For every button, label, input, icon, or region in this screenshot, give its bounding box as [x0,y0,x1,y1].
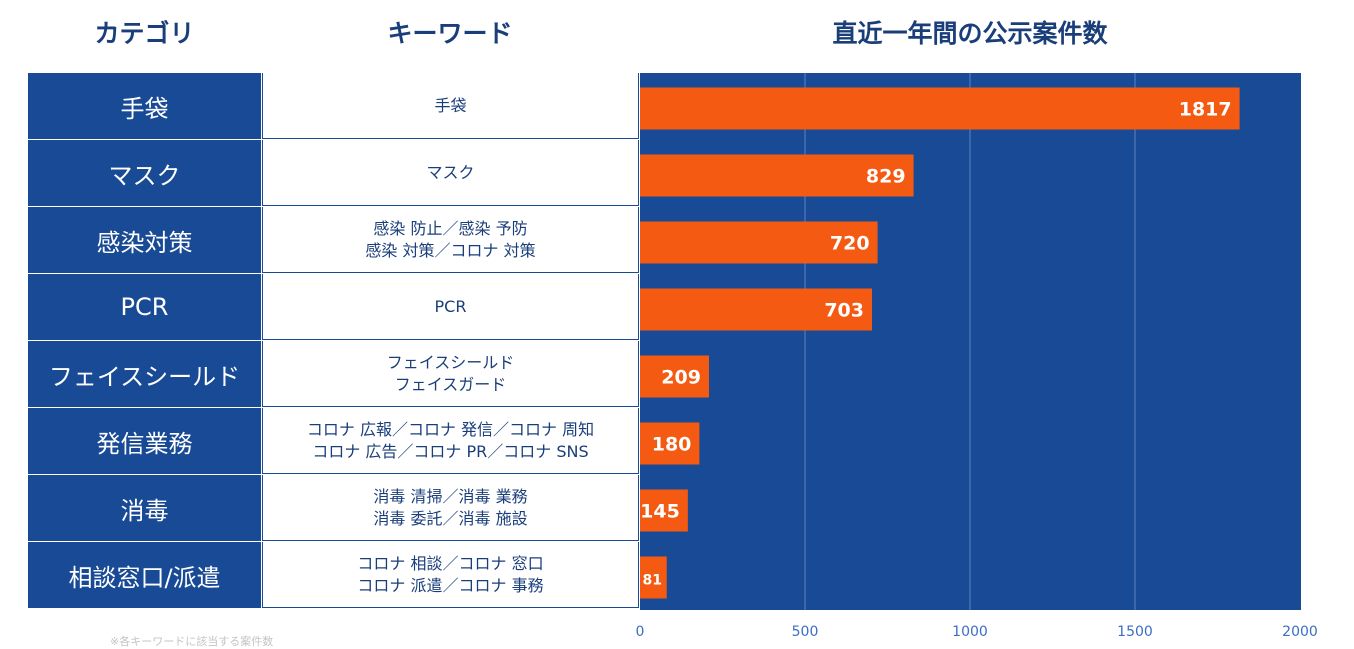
keyword-line: コロナ 相談／コロナ 窓口 [357,553,544,573]
bar [640,355,709,398]
bar-chart-svg: 1817 829 720 703 209 180 145 81 [640,73,1301,610]
bar-chart: 1817 829 720 703 209 180 145 81 [640,73,1301,610]
keyword-cell: PCR [262,274,639,340]
bar-value-label: 703 [824,300,864,322]
keyword-line: 感染 対策／コロナ 対策 [365,240,536,260]
bar-value-label: 81 [643,573,662,589]
bar [640,221,878,264]
table-row: フェイスシールド フェイスシールド フェイスガード [28,341,639,408]
keyword-cell: 消毒 清掃／消毒 業務 消毒 委託／消毒 施設 [262,475,639,541]
table-row: 相談窓口/派遣 コロナ 相談／コロナ 窓口 コロナ 派遣／コロナ 事務 [28,542,639,609]
keyword-line: 手袋 [434,95,467,115]
keyword-cell: コロナ 相談／コロナ 窓口 コロナ 派遣／コロナ 事務 [262,542,639,608]
keyword-line: コロナ 広報／コロナ 発信／コロナ 周知 [306,419,595,439]
category-cell: 手袋 [28,73,261,140]
category-cell: 感染対策 [28,207,261,274]
category-column-header: カテゴリ [94,19,195,48]
bar-value-label: 829 [866,166,906,188]
keyword-line: 感染 防止／感染 予防 [373,218,528,238]
keyword-line: PCR [434,296,467,316]
bar [640,288,872,331]
x-tick-label: 1000 [952,624,988,640]
bar-value-label: 180 [652,434,692,456]
keyword-line: フェイスガード [394,374,507,394]
x-tick-label: 0 [635,624,645,640]
table-row: PCR PCR [28,274,639,341]
bar [640,556,667,599]
keyword-cell: フェイスシールド フェイスガード [262,341,639,407]
bar-value-label: 209 [661,367,701,389]
bar-value-label: 145 [640,501,680,523]
chart-title: 直近一年間の公示案件数 [832,19,1108,48]
category-cell: 相談窓口/派遣 [28,542,261,609]
bar [640,154,914,197]
keyword-cell: 手袋 [262,73,639,139]
keyword-line: マスク [426,162,475,182]
category-cell: マスク [28,140,261,207]
keyword-cell: コロナ 広報／コロナ 発信／コロナ 周知 コロナ 広告／コロナ PR／コロナ S… [262,408,639,474]
keyword-line: 消毒 委託／消毒 施設 [373,508,528,528]
table-row: 消毒 消毒 清掃／消毒 業務 消毒 委託／消毒 施設 [28,475,639,542]
table-row: 発信業務 コロナ 広報／コロナ 発信／コロナ 周知 コロナ 広告／コロナ PR／… [28,408,639,475]
x-tick-label: 2000 [1282,624,1318,640]
category-cell: 消毒 [28,475,261,542]
footnote: ※各キーワードに該当する案件数 [110,635,274,648]
category-cell: 発信業務 [28,408,261,475]
keyword-line: 消毒 清掃／消毒 業務 [373,486,528,506]
keyword-cell: マスク [262,140,639,206]
x-tick-label: 1500 [1117,624,1153,640]
keyword-line: フェイスシールド [386,352,515,372]
category-keyword-table: 手袋 手袋 マスク マスク 感染対策 感染 防止／感染 予防 感染 対策／コロナ… [28,73,639,610]
bar-value-label: 1817 [1179,99,1232,121]
keyword-line: コロナ 広告／コロナ PR／コロナ SNS [312,441,589,461]
table-row: 手袋 手袋 [28,73,639,140]
bar [640,422,700,465]
category-cell: フェイスシールド [28,341,261,408]
keyword-line: コロナ 派遣／コロナ 事務 [357,575,544,595]
keyword-column-header: キーワード [387,19,513,48]
x-tick-label: 500 [791,624,819,640]
bar [640,87,1240,130]
bar [640,489,688,532]
table-row: 感染対策 感染 防止／感染 予防 感染 対策／コロナ 対策 [28,207,639,274]
keyword-cell: 感染 防止／感染 予防 感染 対策／コロナ 対策 [262,207,639,273]
category-cell: PCR [28,274,261,341]
bar-value-label: 720 [830,233,870,255]
table-row: マスク マスク [28,140,639,207]
